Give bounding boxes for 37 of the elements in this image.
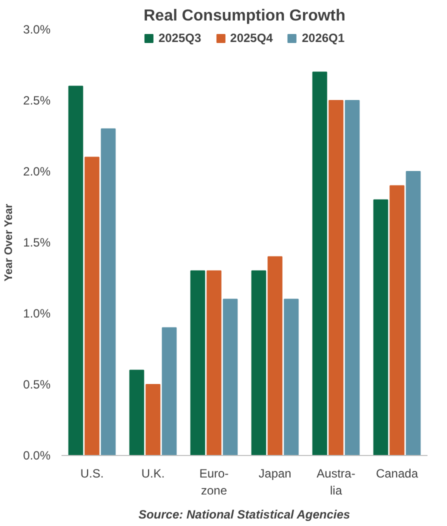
bar xyxy=(146,384,160,456)
y-tick-label: 1.0% xyxy=(23,306,51,320)
bar xyxy=(84,156,100,456)
chart-title: Real Consumption Growth xyxy=(144,8,346,24)
bar xyxy=(390,185,404,456)
bar xyxy=(328,100,344,456)
x-tick-label: Canada xyxy=(376,466,418,480)
y-tick-label: 0.0% xyxy=(23,448,51,462)
bar xyxy=(268,256,282,456)
x-tick-label: Austra- lia xyxy=(316,466,356,498)
y-tick-label: 3.0% xyxy=(23,22,51,36)
legend-label: 2025Q3 xyxy=(158,31,202,45)
legend-label: 2025Q4 xyxy=(230,31,273,45)
y-tick-label: 2.0% xyxy=(23,164,51,178)
bar xyxy=(129,370,144,456)
bar xyxy=(190,270,206,456)
y-tick-label: 0.5% xyxy=(23,378,51,392)
y-axis-title: Year Over Year xyxy=(3,203,16,282)
bar xyxy=(222,298,238,456)
bar xyxy=(251,270,266,456)
y-tick-label: 1.5% xyxy=(23,236,51,250)
y-tick-label: 2.5% xyxy=(23,94,51,108)
bar xyxy=(162,327,177,456)
legend-label: 2026Q1 xyxy=(302,31,345,45)
x-tick-label: U.S. xyxy=(80,466,104,480)
x-tick-label: Japan xyxy=(258,466,292,480)
bar xyxy=(68,86,84,456)
bar xyxy=(206,270,222,456)
bar xyxy=(284,298,299,456)
bar xyxy=(100,128,116,456)
bar xyxy=(312,72,328,456)
x-tick-label: Euro- zone xyxy=(199,466,229,498)
bar xyxy=(406,171,421,456)
x-tick-label: U.K. xyxy=(141,466,165,480)
bar xyxy=(344,100,360,456)
source-note: Source: National Statistical Agencies xyxy=(138,508,350,522)
bar xyxy=(373,199,388,456)
